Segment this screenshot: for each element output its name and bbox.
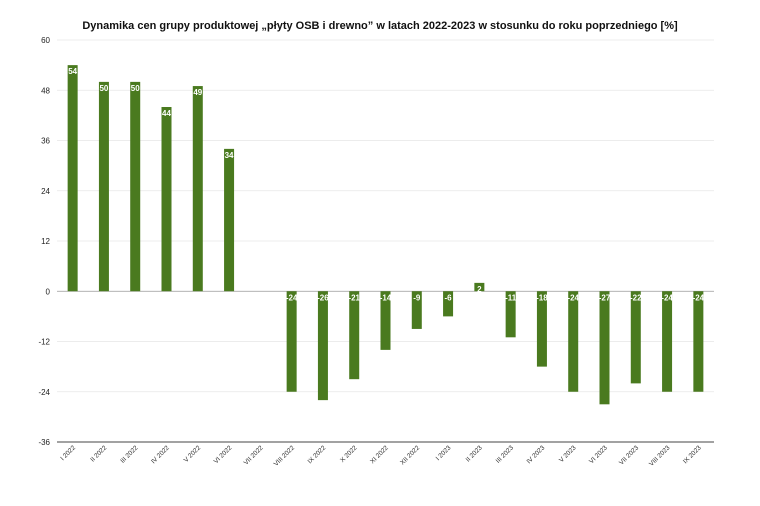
y-tick-label: 48 [41,86,50,95]
bar [224,148,235,292]
y-tick-label: 0 [46,287,51,296]
y-tick-label: 24 [41,187,50,196]
x-tick-label: VII 2022 [243,444,265,466]
chart-title: Dynamika cen grupy produktowej „płyty OS… [82,20,678,32]
bar [536,291,547,367]
x-tick-label: I 2022 [59,444,77,462]
y-tick-label: 60 [41,36,50,45]
y-tick-label: -12 [38,338,50,347]
bar-value-label: -6 [445,293,453,302]
x-tick-label: III 2023 [495,444,516,465]
x-tick-label: IV 2023 [526,444,547,465]
x-axis-ticks: I 2022 II 2022 III 2022 IV 2022 V 2022 VI 202… [59,444,703,468]
bar [568,291,579,392]
bar-value-label: -21 [348,293,360,302]
bar-value-label: 44 [162,109,171,118]
bar [317,291,328,401]
bar [630,291,641,384]
bar-value-label: -24 [567,293,579,302]
y-tick-label: -36 [38,438,50,447]
bar-value-label: 50 [131,84,140,93]
x-tick-label: I 2023 [435,444,453,462]
x-tick-label: II 2023 [465,444,484,463]
x-tick-label: IX 2023 [682,444,703,465]
bar-value-label: -14 [380,293,392,302]
gridlines [57,39,714,443]
bar-value-label: -24 [693,293,705,302]
bar [599,291,610,405]
bar-value-label: 54 [68,67,77,76]
bar-value-label: -9 [413,293,421,302]
bar [349,291,360,380]
bar-value-label: 50 [99,84,108,93]
x-tick-label: XI 2022 [369,444,390,465]
bar-value-label: -18 [536,293,548,302]
bar [693,291,704,392]
bar [98,81,109,292]
bar-value-label: -27 [599,293,611,302]
bar-value-label: 2 [477,285,482,294]
bar [161,107,172,292]
x-tick-label: VII 2023 [618,444,640,466]
bar-value-label: -26 [317,293,329,302]
x-tick-label: VI 2023 [588,444,609,465]
x-tick-label: X 2022 [339,444,359,464]
x-tick-label: V 2023 [558,444,578,464]
x-tick-label: II 2022 [89,444,108,463]
bar [192,86,203,292]
x-tick-label: III 2022 [119,444,140,465]
bar-value-label: -24 [661,293,673,302]
bar [130,81,141,292]
x-tick-label: VI 2022 [213,444,234,465]
bar-value-label: -11 [505,293,517,302]
bar [662,291,673,392]
bar [286,291,297,392]
y-tick-label: 12 [41,237,50,246]
data-labels: 54 50 50 44 49 34 -24 -26 -21 -14 -9 -6 2 -11 -18 -24 -2… [68,67,704,302]
bar [380,291,391,350]
y-tick-label: 36 [41,137,50,146]
y-tick-label: -24 [38,388,50,397]
bar [443,291,454,317]
x-tick-label: VIII 2022 [273,444,297,468]
x-tick-label: XII 2022 [399,444,421,466]
y-axis-ticks: 60 48 36 24 12 0 -12 -24 -36 [38,36,50,447]
bar-value-label: 34 [225,151,234,160]
bar [474,282,485,292]
x-tick-label: VIII 2023 [648,444,672,468]
bars [67,65,704,405]
x-tick-label: IV 2022 [150,444,171,465]
bar [505,291,516,338]
bar-value-label: -22 [630,293,642,302]
bar [67,65,78,292]
x-tick-label: IX 2022 [307,444,328,465]
bar-value-label: 49 [193,88,202,97]
bar [411,291,422,329]
bar-value-label: -24 [286,293,298,302]
x-tick-label: V 2022 [183,444,203,464]
